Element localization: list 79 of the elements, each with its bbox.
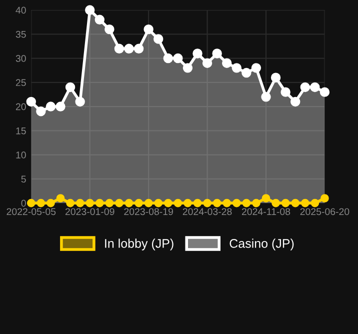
point	[56, 194, 65, 202]
point	[290, 96, 300, 107]
point	[144, 24, 154, 34]
point	[232, 198, 241, 208]
point	[202, 58, 212, 68]
y-tick-label: 15	[16, 128, 26, 134]
point	[36, 106, 46, 116]
point	[46, 102, 56, 112]
point	[114, 44, 124, 54]
point	[261, 92, 271, 102]
x-tick-label: 2024-03-28	[182, 208, 232, 216]
point	[272, 198, 280, 208]
point	[134, 44, 144, 54]
point	[182, 63, 193, 73]
point	[212, 48, 222, 58]
point	[124, 44, 134, 54]
point	[86, 198, 94, 208]
point	[66, 198, 74, 208]
y-tick-label: 10	[16, 152, 26, 158]
point	[291, 198, 300, 208]
point	[242, 198, 251, 208]
point	[310, 82, 320, 92]
legend-label: In lobby (JP)	[105, 238, 174, 250]
point	[26, 198, 36, 208]
y-tick-label: 0	[21, 200, 26, 207]
point	[36, 198, 46, 208]
point	[222, 58, 232, 68]
y-tick-label: 35	[16, 30, 26, 38]
point	[242, 68, 252, 78]
point	[300, 82, 310, 92]
point	[124, 198, 134, 208]
point	[154, 198, 163, 208]
point	[76, 198, 84, 208]
point	[310, 198, 320, 208]
point	[270, 72, 281, 82]
point	[251, 63, 262, 73]
point	[153, 34, 164, 44]
point	[164, 198, 172, 208]
point	[163, 53, 173, 64]
point	[320, 87, 330, 97]
point	[281, 198, 290, 208]
point	[320, 194, 329, 202]
point	[212, 198, 222, 208]
point	[26, 96, 36, 107]
point	[232, 63, 242, 73]
x-tick-label: 2025-06-20	[300, 208, 350, 216]
x-tick-label: 2022-05-05	[6, 208, 56, 216]
point	[184, 198, 192, 208]
point	[173, 53, 183, 64]
point	[84, 5, 95, 15]
x-tick-label: 2023-08-19	[124, 208, 173, 216]
y-tick-label: 40	[16, 6, 26, 14]
point	[203, 198, 212, 208]
point	[193, 198, 202, 208]
x-tick-label: 2024-11-08	[242, 208, 290, 216]
y-tick-label: 25	[16, 79, 26, 86]
x-tick-label: 2023-01-09	[65, 208, 114, 216]
y-tick-label: 30	[16, 55, 26, 62]
point	[115, 198, 124, 208]
point	[222, 198, 232, 208]
point	[144, 198, 153, 208]
point	[300, 198, 310, 208]
point	[252, 198, 260, 208]
point	[94, 14, 105, 25]
y-tick-label: 5	[21, 176, 26, 183]
point	[174, 198, 182, 208]
point	[134, 198, 143, 208]
point	[56, 102, 66, 112]
point	[280, 87, 290, 97]
point	[46, 198, 55, 208]
point	[104, 24, 114, 34]
legend-label: Casino (JP)	[230, 238, 294, 250]
point	[192, 48, 202, 58]
point	[75, 96, 85, 107]
y-tick-label: 20	[16, 103, 26, 110]
point	[95, 198, 104, 208]
point	[262, 194, 270, 202]
point	[105, 198, 114, 208]
point	[65, 82, 76, 92]
